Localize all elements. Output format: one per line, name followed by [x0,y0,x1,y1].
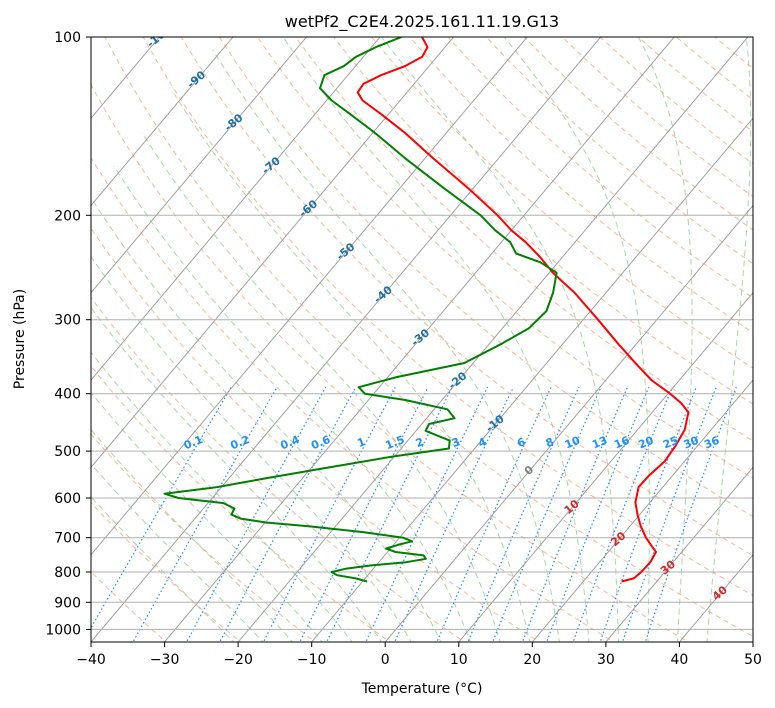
x-tick-label: 40 [670,652,688,668]
moist-adiabat-line [174,94,531,642]
mixing-ratio-line [521,386,628,642]
isotherm-line [91,37,602,642]
x-tick-label: −40 [76,652,106,668]
mixing-ratio-label: 30 [682,434,701,452]
y-tick-label: 1000 [45,622,81,638]
x-axis-title: Temperature (°C) [361,681,483,697]
dry-adiabat-line [218,37,753,518]
y-axis: 100 200 300 400 500 600 700 800 900 1000 [45,30,91,638]
moist-adiabat-line [141,132,501,642]
mixing-ratio-label: 3 [450,435,462,450]
isotherm-line [91,37,308,294]
mixing-ratio-line [365,386,489,642]
mixing-ratio-line [572,386,673,642]
mixing-ratio-line [91,386,232,629]
y-tick-label: 200 [54,208,81,224]
y-tick-label: 100 [54,30,81,46]
moist-adiabat-line [91,255,412,642]
y-tick-label: 600 [54,491,81,507]
x-tick-label: 20 [523,652,541,668]
dry-adiabat-line [180,37,753,557]
x-tick-label: −10 [297,652,327,668]
moist-adiabat-line [91,351,353,642]
y-tick-label: 900 [54,595,81,611]
isotherm-line [91,37,381,381]
isotherms [91,37,753,642]
mixing-ratio-label: 1 [355,435,367,450]
mixing-ratio-line [326,386,453,642]
isotherm-line [91,37,234,207]
mixing-ratio-line [219,386,357,642]
mixing-ratio-label: 10 [563,434,582,452]
y-tick-label: 800 [54,565,81,581]
plot-frame [90,36,754,643]
isotherm-line [163,37,675,642]
mixing-ratio-line [185,386,327,642]
y-tick-label: 400 [54,387,81,403]
moist-adiabat-line [91,463,264,642]
x-tick-label: 50 [744,652,762,668]
moist-adiabat-line [91,391,323,642]
x-tick-label: 10 [450,652,468,668]
plot-area: -100-90-80-70-60-50-40-30-20-10010203040… [91,37,753,642]
y-axis-title: Pressure (hPa) [12,289,28,389]
isotherm-line [458,292,753,642]
isotherm-line [91,37,455,469]
chart-title: wetPf2_C2E4.2025.161.11.19.G13 [285,12,559,32]
profile-series [163,37,690,583]
mixing-ratio-line [299,386,429,642]
mixing-ratio-line [621,386,717,642]
x-tick-label: 0 [381,652,390,668]
mixing-ratio-line [492,386,602,642]
isotherm-line [384,204,753,642]
mixing-ratio-label: 8 [544,435,556,450]
dewpoint-profile-line [163,37,558,583]
y-tick-label: 300 [54,313,81,329]
isotherm-line [91,37,528,556]
x-tick-label: −30 [150,652,180,668]
x-tick-label: −20 [223,652,253,668]
mixing-ratio-label: 36 [702,434,721,452]
dry-adiabat-line [295,37,753,442]
isotherm-line [531,379,753,642]
isopleth-labels: -100-90-80-70-60-50-40-30-20-10010203040… [144,37,730,603]
moist-adiabat-line [91,496,235,642]
dry-adiabat-line [333,37,753,405]
moist-adiabat-line [91,306,383,642]
mixing-ratio-line [132,386,278,642]
isotherm-line [605,466,753,642]
temperature-profile-line [356,37,690,583]
mixing-ratio-line [467,386,580,642]
isotherm-line [311,117,753,642]
y-tick-label: 700 [54,531,81,547]
mixing-ratio-line [262,386,396,642]
mixing-ratio-label: 16 [612,434,631,452]
mixing-ratio-line [545,386,650,642]
mixing-ratio-label: 20 [636,434,655,452]
mixing-ratio-label: 25 [661,434,680,452]
mixing-ratio-label: 13 [590,434,609,452]
x-axis: −40 −30 −20 −10 0 10 20 30 40 50 [76,642,762,668]
isotherm-line [237,37,749,642]
x-tick-label: 30 [597,652,615,668]
mixing-ratio-label: 2 [414,435,426,450]
dry-adiabat-line [91,156,615,642]
pressure-gridlines [91,37,753,630]
dry-adiabat-line [409,37,753,334]
y-tick-label: 500 [54,444,81,460]
